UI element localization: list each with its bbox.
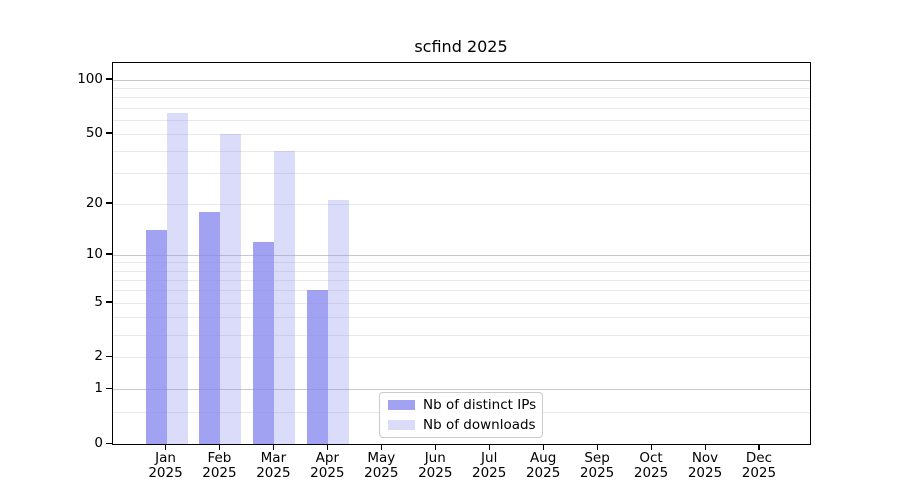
y-tick-label-20: 20 xyxy=(85,194,103,211)
y-tick-mark-20 xyxy=(106,202,112,204)
y-tick-mark-100 xyxy=(106,78,112,80)
bar-downloads-feb xyxy=(220,133,242,444)
gridline-major-100 xyxy=(113,79,810,81)
legend-label-downloads: Nb of downloads xyxy=(423,417,536,433)
gridline-minor-80 xyxy=(113,97,810,99)
gridline-minor-60 xyxy=(113,119,810,121)
x-tick-mark-feb xyxy=(218,444,221,450)
x-tick-label-feb: Feb 2025 xyxy=(202,450,237,481)
gridline-minor-70 xyxy=(113,107,810,109)
x-tick-label-aug: Aug 2025 xyxy=(525,450,561,481)
gridline-minor-9 xyxy=(113,262,810,264)
x-tick-mark-jan xyxy=(165,444,167,450)
legend: Nb of distinct IPs Nb of downloads xyxy=(379,392,543,438)
x-tick-label-dec: Dec 2025 xyxy=(741,450,777,481)
gridline-minor-7 xyxy=(113,279,810,281)
y-tick-label-10: 10 xyxy=(85,245,103,262)
bar-downloads-apr xyxy=(328,200,350,444)
bar-downloads-mar xyxy=(274,150,296,444)
x-tick-mark-nov xyxy=(704,444,706,450)
legend-swatch-downloads-icon xyxy=(388,420,415,430)
y-tick-label-100: 100 xyxy=(77,70,103,87)
x-tick-label-apr: Apr 2025 xyxy=(310,450,345,481)
x-tick-mark-sep xyxy=(596,444,598,450)
gridline-minor-30 xyxy=(113,173,810,175)
x-tick-label-oct: Oct 2025 xyxy=(633,450,669,481)
x-tick-label-nov: Nov 2025 xyxy=(687,450,723,481)
x-tick-mark-oct xyxy=(650,444,652,450)
gridline-minor-8 xyxy=(113,270,810,272)
x-tick-mark-jul xyxy=(488,444,491,450)
y-tick-label-0: 0 xyxy=(94,435,103,451)
bar-ips-jan xyxy=(145,230,167,444)
gridline-minor-2 xyxy=(113,357,810,359)
gridline-major-1 xyxy=(113,389,810,391)
legend-swatch-distinct-ips-icon xyxy=(388,400,415,410)
x-tick-mark-mar xyxy=(272,444,275,450)
x-tick-mark-may xyxy=(380,444,383,450)
x-tick-mark-aug xyxy=(542,444,545,450)
x-tick-mark-jun xyxy=(434,444,437,450)
x-tick-mark-apr xyxy=(326,444,329,450)
gridline-minor-50 xyxy=(113,133,810,135)
gridline-minor-6 xyxy=(113,290,810,292)
legend-item-downloads: Nb of downloads xyxy=(388,417,536,433)
bar-ips-mar xyxy=(253,241,275,444)
legend-item-distinct-ips: Nb of distinct IPs xyxy=(388,397,537,413)
x-tick-label-jan: Jan 2025 xyxy=(148,450,183,481)
plot-area xyxy=(112,62,811,445)
bar-downloads-jan xyxy=(166,113,188,444)
x-tick-label-may: May 2025 xyxy=(364,450,399,481)
y-tick-mark-10 xyxy=(106,253,112,255)
y-tick-label-5: 5 xyxy=(94,293,103,310)
y-tick-mark-1 xyxy=(106,387,112,390)
gridline-minor-4 xyxy=(113,317,810,318)
gridline-major-10 xyxy=(113,254,810,256)
y-tick-mark-0 xyxy=(106,442,112,444)
chart-title: scfind 2025 xyxy=(414,37,508,56)
y-tick-mark-2 xyxy=(106,355,112,358)
gridline-minor-3 xyxy=(113,334,810,336)
bar-ips-apr xyxy=(307,290,329,444)
gridline-minor-20 xyxy=(113,203,810,205)
gridline-minor-40 xyxy=(113,150,810,152)
bar-ips-feb xyxy=(199,211,221,444)
y-tick-mark-50 xyxy=(106,132,112,134)
x-tick-label-jun: Jun 2025 xyxy=(418,450,453,481)
y-tick-label-1: 1 xyxy=(94,380,103,397)
x-tick-label-sep: Sep 2025 xyxy=(579,450,615,481)
y-tick-mark-5 xyxy=(106,301,112,303)
legend-label-distinct-ips: Nb of distinct IPs xyxy=(423,397,537,413)
x-tick-label-mar: Mar 2025 xyxy=(256,450,291,481)
gridline-minor-90 xyxy=(113,88,810,90)
gridline-minor-5 xyxy=(113,302,810,304)
y-tick-label-2: 2 xyxy=(94,348,103,365)
y-tick-label-50: 50 xyxy=(85,124,103,141)
x-tick-label-jul: Jul 2025 xyxy=(472,450,507,481)
x-tick-mark-dec xyxy=(758,444,760,450)
